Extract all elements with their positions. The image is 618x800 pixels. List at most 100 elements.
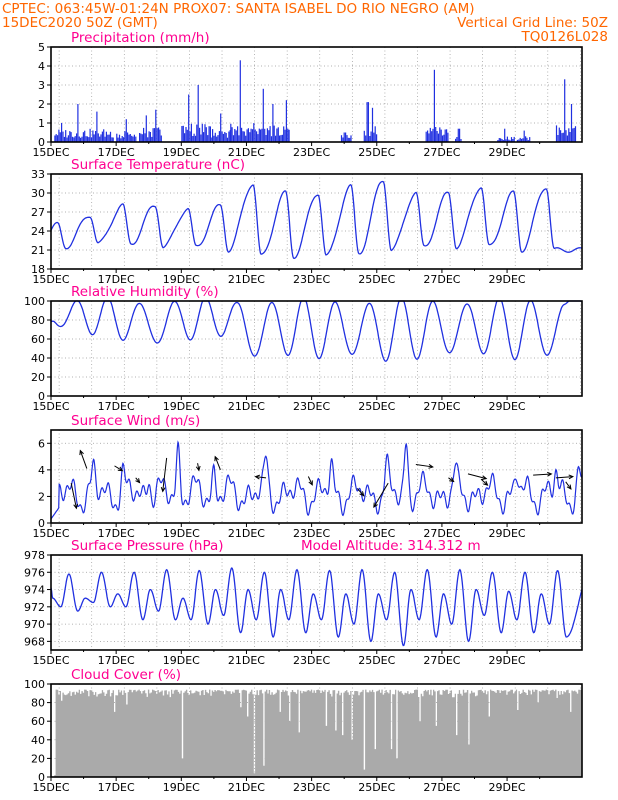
- y-tick-label: 80: [31, 314, 45, 327]
- precip-bar: [97, 133, 99, 142]
- wind-arrow-head: [428, 464, 434, 469]
- precip-bar: [128, 134, 130, 142]
- precip-bar: [525, 136, 527, 142]
- precip-bar: [508, 139, 510, 142]
- x-tick-label: 27DEC: [423, 146, 460, 159]
- y-tick-label: 60: [31, 333, 45, 346]
- x-tick-label: 21DEC: [228, 654, 265, 667]
- panel-title: Surface Pressure (hPa): [71, 538, 224, 554]
- x-tick-label: 25DEC: [358, 146, 395, 159]
- header-location: CPTEC: 063:45W-01:24N PROX07: SANTA ISAB…: [2, 1, 475, 17]
- precip-bar: [160, 135, 162, 142]
- plot-frame: [50, 554, 583, 651]
- precip-bar: [246, 129, 248, 142]
- precip-bar: [250, 128, 252, 142]
- y-tick-label: 978: [24, 549, 45, 562]
- precip-bar: [264, 128, 266, 142]
- precip-bar: [500, 138, 502, 142]
- wind-arrow: [307, 476, 313, 486]
- precip-bar: [376, 134, 378, 142]
- wind-arrow-head: [73, 503, 78, 510]
- precip-bar: [143, 127, 145, 142]
- precip-bar: [440, 129, 442, 142]
- precip-bar: [455, 138, 457, 142]
- precip-bar: [188, 94, 190, 142]
- precip-bar: [555, 125, 558, 142]
- precip-bar: [140, 133, 142, 142]
- precip-bar: [243, 131, 245, 142]
- x-tick-label: 21DEC: [228, 781, 265, 794]
- precip-bar: [139, 133, 141, 142]
- wind-arrow-head: [481, 475, 488, 480]
- precip-bar: [62, 131, 64, 142]
- y-tick-label: 0: [38, 517, 45, 530]
- precip-bar: [253, 123, 255, 142]
- precip-bar: [513, 136, 515, 142]
- wind-arrow-head: [79, 449, 84, 456]
- precip-bar: [201, 123, 203, 142]
- temperature-line: [50, 180, 583, 259]
- precip-bar: [287, 128, 289, 142]
- x-tick-label: 25DEC: [358, 527, 395, 540]
- precip-bar: [185, 127, 187, 142]
- x-tick-label: 23DEC: [293, 527, 330, 540]
- precip-bar: [431, 131, 433, 142]
- precip-bar: [77, 104, 79, 142]
- y-tick-label: 30: [31, 187, 45, 200]
- precip-bar: [73, 137, 75, 142]
- precip-bar: [570, 104, 573, 142]
- y-tick-label: 18: [31, 263, 45, 276]
- wind-arrow: [70, 483, 77, 509]
- x-tick-label: 15DEC: [32, 400, 69, 413]
- precip-bar: [497, 140, 499, 142]
- precip-bar: [447, 132, 449, 142]
- precip-bar: [222, 133, 224, 142]
- wind-arrow-head: [449, 477, 455, 483]
- precip-bar: [135, 136, 137, 142]
- precip-bar: [54, 135, 56, 142]
- wind-arrow: [197, 463, 200, 471]
- precip-bar: [574, 126, 577, 142]
- x-tick-label: 25DEC: [358, 654, 395, 667]
- x-tick-label: 17DEC: [98, 781, 135, 794]
- precip-bar: [158, 127, 160, 142]
- precip-bar: [230, 123, 232, 142]
- precip-bar: [510, 137, 513, 142]
- x-tick-label: 19DEC: [163, 146, 200, 159]
- panel-pres: 968 970 972 974 976 978 15DEC 17DEC 19DEC 21DEC 23…: [24, 538, 583, 667]
- precip-bar: [80, 137, 82, 142]
- y-tick-label: 976: [24, 566, 45, 579]
- x-tick-label: 15DEC: [32, 654, 69, 667]
- y-tick-label: 27: [31, 206, 45, 219]
- precip-bar: [69, 131, 71, 142]
- wind-arrow-head: [568, 474, 575, 480]
- x-tick-label: 17DEC: [98, 527, 135, 540]
- precip-bar: [568, 128, 570, 142]
- precip-bar: [505, 139, 507, 142]
- precip-bar: [144, 133, 146, 142]
- x-tick-label: 23DEC: [293, 781, 330, 794]
- precip-bar: [208, 126, 210, 142]
- y-tick-label: 968: [24, 635, 45, 648]
- series-precip: [54, 60, 577, 142]
- precip-bar: [428, 133, 430, 142]
- panel-temp: 18 21 24 27 30 33 15DEC 17DEC 19DEC 21DEC 23DEC 25D…: [31, 157, 583, 286]
- precip-bar: [149, 132, 151, 142]
- precip-bar: [272, 104, 274, 142]
- wind-arrow-head: [566, 484, 572, 490]
- precip-bar: [446, 129, 448, 142]
- precip-bar: [529, 137, 531, 142]
- precip-bar: [284, 129, 286, 142]
- precip-bar: [572, 128, 574, 142]
- precip-bar: [435, 127, 437, 142]
- precip-bar: [65, 130, 67, 142]
- precip-bar: [251, 129, 254, 142]
- precip-bar: [367, 102, 369, 142]
- x-tick-label: 29DEC: [489, 273, 526, 286]
- precip-bar: [565, 130, 567, 142]
- y-tick-label: 4: [38, 60, 45, 73]
- precip-bar: [85, 136, 87, 142]
- precip-bar: [432, 128, 434, 142]
- precip-bar: [96, 111, 98, 142]
